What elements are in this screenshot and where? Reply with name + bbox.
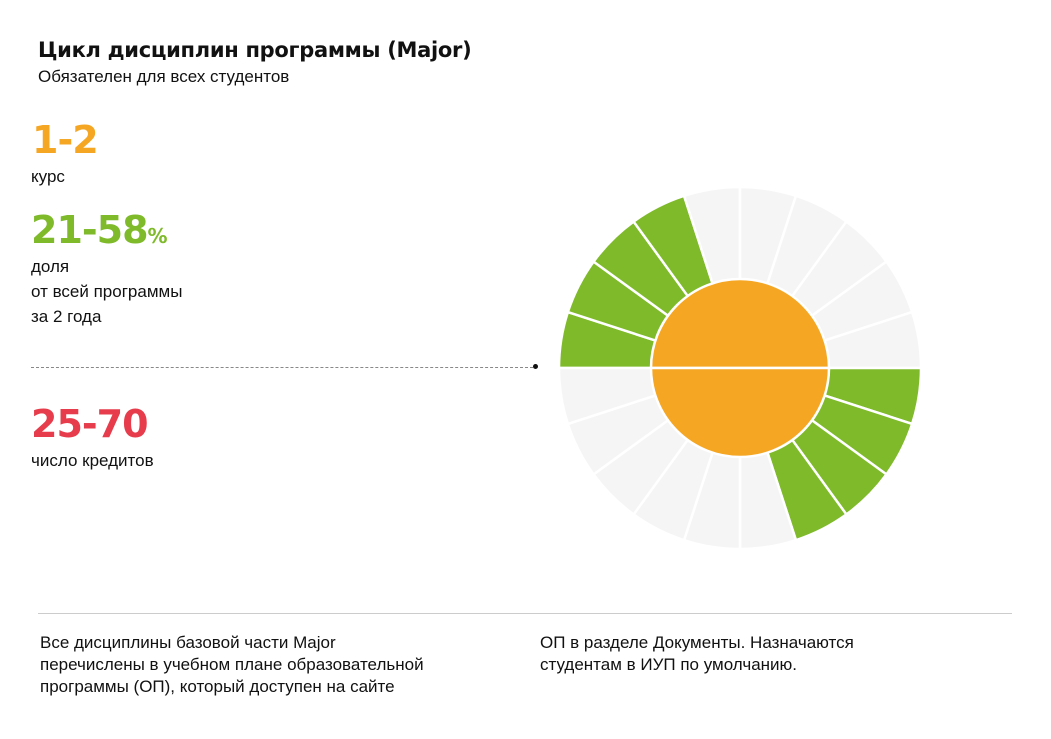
footer-text-col1: Все дисциплины базовой части Major переч… <box>40 633 424 696</box>
share-label: доля от всей программы за 2 года <box>31 254 182 329</box>
core-bottom-half <box>649 366 831 459</box>
credits-value: 25-70 <box>31 402 149 446</box>
course-value: 1-2 <box>32 118 99 162</box>
page-subtitle: Обязателен для всех студентов <box>38 67 290 86</box>
share-label-line: за 2 года <box>31 307 102 326</box>
divider <box>38 613 1012 614</box>
core-top-half <box>649 277 831 370</box>
credits-label: число кредитов <box>31 451 154 470</box>
share-percent: % <box>147 224 168 248</box>
share-label-line: доля <box>31 257 70 276</box>
page-title: Цикл дисциплин программы (Major) <box>38 38 472 62</box>
share-number: 21-58 <box>31 208 149 252</box>
share-label-line: от всей программы <box>31 282 183 301</box>
pointer-dot <box>533 364 538 369</box>
dashed-pointer-line <box>31 367 533 368</box>
share-value: 21-58% <box>31 208 168 252</box>
course-label: курс <box>31 167 65 186</box>
footer-text-col2: ОП в разделе Документы. Назначаются студ… <box>540 633 854 674</box>
